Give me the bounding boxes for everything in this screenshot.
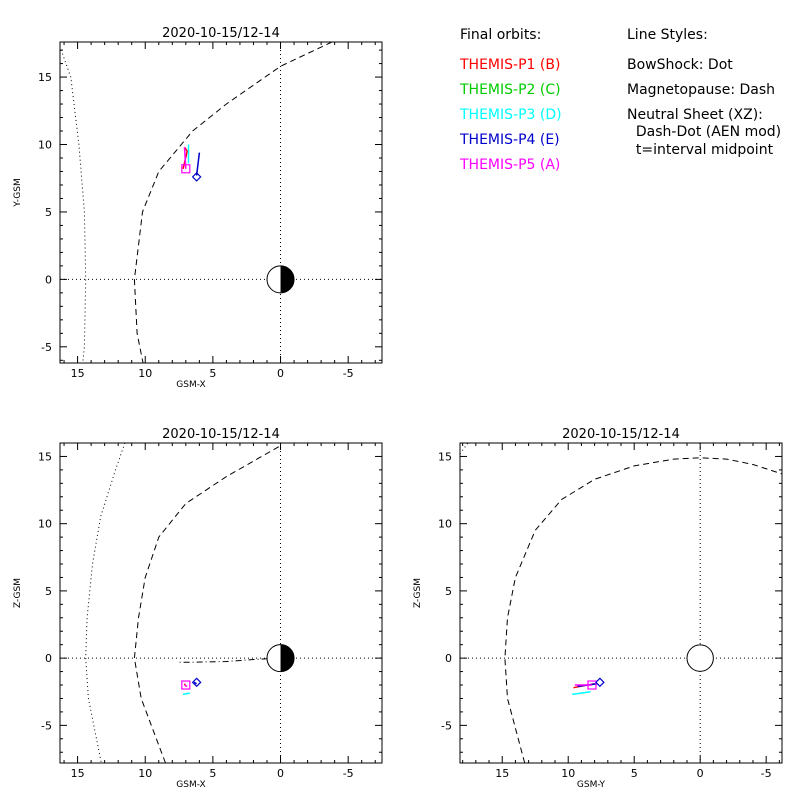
magnetopause-line [133, 42, 333, 363]
x-tick-label: 15 [71, 367, 85, 380]
magnetopause-line [133, 445, 281, 763]
y-tick-label: 0 [45, 652, 52, 665]
x-tick-label: 5 [209, 767, 216, 780]
bow-shock-line [85, 443, 126, 763]
earth-night-side [280, 644, 295, 672]
x-tick-label: 0 [277, 767, 284, 780]
earth-circle [686, 644, 714, 672]
panel-title: 2020-10-15/12-14 [162, 26, 280, 41]
y-axis-label: Z-GSM [13, 578, 23, 608]
y-tick-label: -5 [41, 719, 52, 732]
panel-2: 2020-10-15/12-14 15 10 5 0 -5 -5 0 5 10 15 GSM-X Z-G… [13, 427, 383, 790]
y-tick-label: -5 [441, 719, 452, 732]
x-tick-label: 0 [277, 367, 284, 380]
square-marker [181, 164, 191, 174]
diamond-marker [191, 172, 202, 182]
y-axis-label: Z-GSM [413, 578, 423, 608]
x-axis-label: GSM-Y [577, 780, 606, 790]
legend-orbit-p4: THEMIS-P4 (E) [460, 132, 560, 148]
y-tick-label: 0 [445, 652, 452, 665]
orbit-line [195, 152, 201, 176]
y-tick-label: -5 [41, 341, 52, 354]
y-tick-label: 10 [38, 139, 52, 152]
plot-frame [59, 442, 383, 764]
legend-style-bowshock: BowShock: Dot [627, 57, 733, 73]
x-axis-label: GSM-X [176, 380, 205, 390]
x-tick-label: 15 [495, 767, 509, 780]
x-tick-label: -5 [343, 767, 354, 780]
bow-shock-line [460, 443, 469, 455]
legend-style-interval: t=interval midpoint [627, 142, 774, 158]
earth-night-side [280, 265, 295, 293]
x-tick-label: 15 [71, 767, 85, 780]
square-marker [587, 680, 597, 690]
y-tick-label: 5 [45, 206, 52, 219]
y-tick-label: 10 [438, 518, 452, 531]
panel-1: 2020-10-15/12-14 15 10 5 0 -5 -5 0 5 10 15 GSM-X Y-G… [13, 26, 383, 390]
diamond-marker [191, 677, 202, 688]
y-tick-label: 5 [45, 585, 52, 598]
panel-title: 2020-10-15/12-14 [562, 427, 680, 442]
legend-style-magnetopause: Magnetopause: Dash [627, 82, 776, 98]
legend-style-neutral-sheet: Neutral Sheet (XZ): [627, 107, 763, 123]
x-tick-label: -5 [761, 767, 772, 780]
legend-orbit-p5: THEMIS-P5 (A) [460, 157, 561, 173]
orbit-line [193, 681, 197, 685]
legend-orbit-p2: THEMIS-P2 (C) [460, 82, 561, 98]
plot-area [60, 443, 382, 763]
neutral-sheet-line [179, 657, 281, 663]
x-tick-label: 0 [697, 767, 704, 780]
orbit-line [182, 692, 191, 696]
legend-orbit-p3: THEMIS-P3 (D) [460, 107, 562, 123]
plot-area [60, 42, 382, 363]
y-tick-label: 15 [38, 450, 52, 463]
x-axis-label: GSM-X [176, 780, 205, 790]
orbit-line [572, 690, 591, 696]
y-tick-label: 5 [445, 585, 452, 598]
panel-title: 2020-10-15/12-14 [162, 427, 280, 442]
square-marker [181, 680, 191, 690]
legend-orbits-header: Final orbits: [460, 27, 542, 43]
x-tick-label: 5 [209, 367, 216, 380]
magnetopause-line [504, 457, 782, 763]
x-tick-label: -5 [343, 367, 354, 380]
legend-style-dash-dot: Dash-Dot (AEN mod) [627, 124, 782, 140]
y-axis-label: Y-GSM [13, 178, 23, 207]
y-tick-label: 10 [38, 518, 52, 531]
y-tick-label: 0 [45, 273, 52, 286]
orbit-line [183, 147, 187, 169]
legend-styles-header: Line Styles: [627, 27, 708, 43]
x-tick-label: 10 [138, 367, 152, 380]
plot-frame [59, 41, 383, 364]
y-tick-label: 15 [438, 450, 452, 463]
legend-orbit-p1: THEMIS-P1 (B) [460, 57, 561, 73]
diamond-marker [595, 677, 605, 688]
orbit-line [182, 146, 189, 169]
bow-shock-line [60, 45, 87, 363]
plot-area [460, 443, 782, 763]
y-tick-label: 15 [38, 71, 52, 84]
orbit-line [184, 684, 188, 688]
panel-3: 2020-10-15/12-14 15 10 5 0 -5 -5 0 5 10 15 GSM-Y Z-G… [413, 427, 783, 790]
plot-frame [459, 442, 783, 764]
x-tick-label: 10 [561, 767, 575, 780]
x-tick-label: 5 [631, 767, 638, 780]
x-tick-label: 10 [138, 767, 152, 780]
